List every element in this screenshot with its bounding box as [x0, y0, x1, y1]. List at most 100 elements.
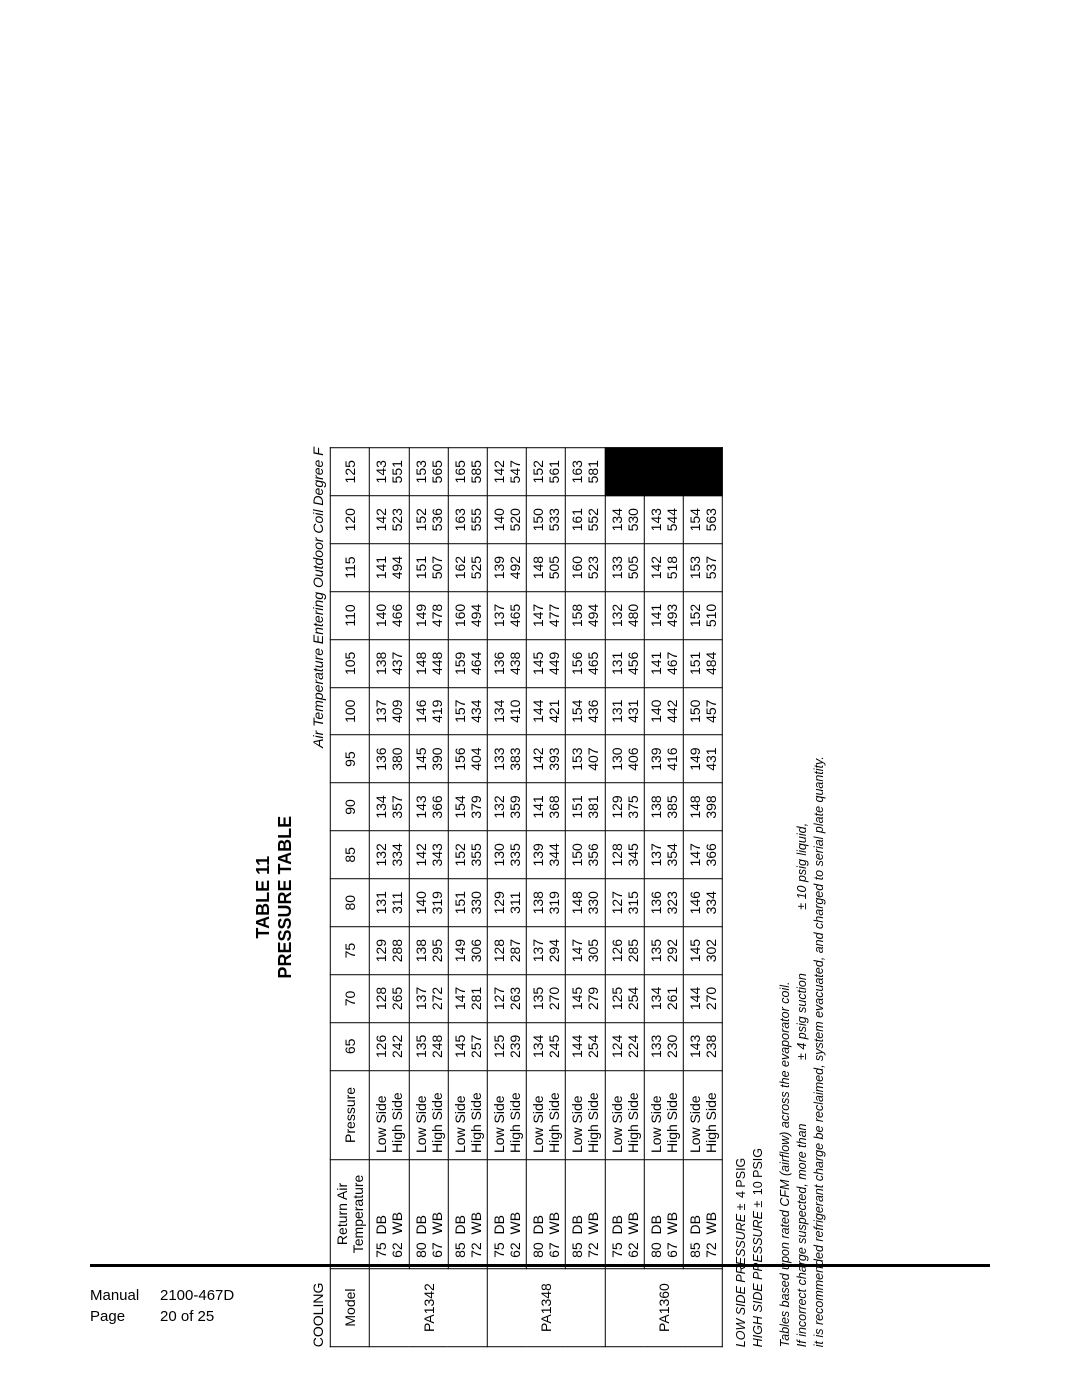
value-cell: 125239 — [487, 1022, 526, 1070]
value-cell: 136323 — [644, 879, 683, 927]
value-cell: 149478 — [409, 592, 448, 640]
value-cell: 127315 — [605, 879, 644, 927]
hdr-105: 105 — [330, 639, 369, 687]
value-cell: 135292 — [644, 927, 683, 975]
hdr-115: 115 — [330, 544, 369, 592]
model-cell: PA1342 — [370, 1268, 488, 1346]
value-cell: 126285 — [605, 927, 644, 975]
value-cell: 133505 — [605, 544, 644, 592]
table-row: 80 DB67 WBLow SideHigh Side1342451352701… — [526, 448, 565, 1347]
value-cell: 142393 — [526, 735, 565, 783]
hdr-85: 85 — [330, 831, 369, 879]
table-row: PA134275 DB62 WBLow SideHigh Side1262421… — [370, 448, 409, 1347]
value-cell: 126242 — [370, 1022, 409, 1070]
value-cell: 134245 — [526, 1022, 565, 1070]
value-cell: 160494 — [448, 592, 487, 640]
value-cell: 144270 — [683, 975, 722, 1023]
value-cell: 133230 — [644, 1022, 683, 1070]
value-cell: 129375 — [605, 783, 644, 831]
value-cell: 145257 — [448, 1022, 487, 1070]
value-cell: 150533 — [526, 496, 565, 544]
value-cell: 145449 — [526, 639, 565, 687]
value-cell: 160523 — [566, 544, 605, 592]
page: TABLE 11 PRESSURE TABLE COOLING Air Temp… — [0, 0, 1080, 1397]
value-cell: 153407 — [566, 735, 605, 783]
title-line-2: PRESSURE TABLE — [274, 447, 296, 1347]
value-cell: 138295 — [409, 927, 448, 975]
return-air-cell: 85 DB72 WB — [448, 1160, 487, 1269]
value-cell: 148330 — [566, 879, 605, 927]
table-row: 85 DB72 WBLow SideHigh Side1442541452791… — [566, 448, 605, 1347]
value-cell: 154563 — [683, 496, 722, 544]
value-cell: 137272 — [409, 975, 448, 1023]
value-cell: 137294 — [526, 927, 565, 975]
return-air-cell: 75 DB62 WB — [487, 1160, 526, 1269]
hdr-125: 125 — [330, 448, 369, 496]
return-air-cell: 75 DB62 WB — [370, 1160, 409, 1269]
value-cell: 143544 — [644, 496, 683, 544]
value-cell: 139492 — [487, 544, 526, 592]
table-row: PA136075 DB62 WBLow SideHigh Side1242241… — [605, 448, 644, 1347]
value-cell: 137354 — [644, 831, 683, 879]
value-cell: 148398 — [683, 783, 722, 831]
value-cell: 152510 — [683, 592, 722, 640]
hdr-80: 80 — [330, 879, 369, 927]
model-cell: PA1348 — [487, 1268, 605, 1346]
return-air-cell: 75 DB62 WB — [605, 1160, 644, 1269]
pressure-label-cell: Low SideHigh Side — [370, 1070, 409, 1159]
value-cell: 127263 — [487, 975, 526, 1023]
return-air-cell: 85 DB72 WB — [683, 1160, 722, 1269]
value-cell: 143551 — [370, 448, 409, 496]
value-cell: 147477 — [526, 592, 565, 640]
value-cell: 151381 — [566, 783, 605, 831]
value-cell: 156404 — [448, 735, 487, 783]
notes-block: LOW SIDE PRESSURE ± 4 PSIG HIGH SIDE PRE… — [733, 447, 827, 1347]
pressure-label-cell: Low SideHigh Side — [526, 1070, 565, 1159]
outdoor-coil-label: Air Temperature Entering Outdoor Coil De… — [310, 447, 326, 748]
value-cell: 137409 — [370, 687, 409, 735]
note-charge: If incorrect charge suspected, more than… — [793, 447, 810, 1347]
value-cell: 151330 — [448, 879, 487, 927]
value-cell: 153565 — [409, 448, 448, 496]
pressure-label-cell: Low SideHigh Side — [644, 1070, 683, 1159]
cooling-label: COOLING — [310, 1283, 326, 1348]
value-cell: 129311 — [487, 879, 526, 927]
value-cell: 139416 — [644, 735, 683, 783]
table-row: 80 DB67 WBLow SideHigh Side1352481372721… — [409, 448, 448, 1347]
value-cell: 134410 — [487, 687, 526, 735]
note-low-side: LOW SIDE PRESSURE ± 4 PSIG — [733, 447, 750, 1347]
hdr-100: 100 — [330, 687, 369, 735]
value-cell: 139344 — [526, 831, 565, 879]
value-cell: 132334 — [370, 831, 409, 879]
value-cell: 132480 — [605, 592, 644, 640]
value-cell: 140520 — [487, 496, 526, 544]
table-row: 85 DB72 WBLow SideHigh Side1452571472811… — [448, 448, 487, 1347]
value-cell: 131311 — [370, 879, 409, 927]
value-cell: 149306 — [448, 927, 487, 975]
blackout-cell — [605, 448, 723, 496]
value-cell: 165585 — [448, 448, 487, 496]
model-cell: PA1360 — [605, 1268, 723, 1346]
value-cell: 141467 — [644, 639, 683, 687]
value-cell: 152355 — [448, 831, 487, 879]
value-cell: 142518 — [644, 544, 683, 592]
value-cell: 145302 — [683, 927, 722, 975]
value-cell: 151507 — [409, 544, 448, 592]
value-cell: 162525 — [448, 544, 487, 592]
value-cell: 143366 — [409, 783, 448, 831]
value-cell: 135248 — [409, 1022, 448, 1070]
pressure-label-cell: Low SideHigh Side — [409, 1070, 448, 1159]
pressure-label-cell: Low SideHigh Side — [605, 1070, 644, 1159]
hdr-70: 70 — [330, 975, 369, 1023]
value-cell: 133383 — [487, 735, 526, 783]
footer-page-label: Page — [90, 1306, 160, 1327]
hdr-pressure: Pressure — [330, 1070, 369, 1159]
value-cell: 150356 — [566, 831, 605, 879]
value-cell: 144254 — [566, 1022, 605, 1070]
value-cell: 157434 — [448, 687, 487, 735]
value-cell: 138437 — [370, 639, 409, 687]
hdr-120: 120 — [330, 496, 369, 544]
footer-manual-label: Manual — [90, 1285, 160, 1306]
hdr-model: Model — [330, 1268, 369, 1346]
value-cell: 147366 — [683, 831, 722, 879]
